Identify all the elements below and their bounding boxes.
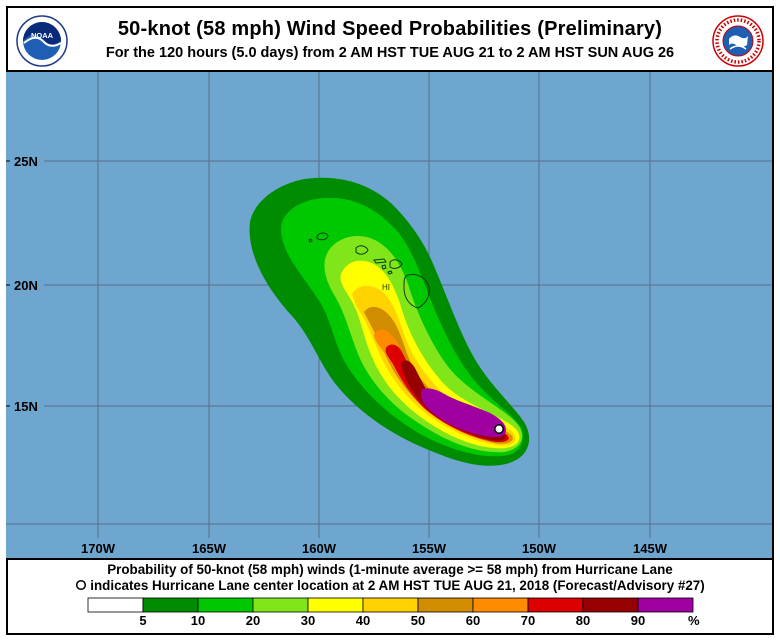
legend-bin--5 [87,597,144,613]
legend-tick-20: 20 [246,613,260,628]
legend-bin-80-90 [582,597,639,613]
center-marker-legend-icon [76,579,87,591]
lon-label-155w: 155W [412,541,447,556]
band-90-100 [420,388,506,438]
map-canvas: HI 25N 20N 15N 170W 165W 160W 155W 150W … [6,72,772,558]
caption-line-2-text: indicates Hurricane Lane center location… [90,578,705,593]
legend-tick-70: 70 [521,613,535,628]
probability-swath [249,177,530,466]
legend-tick-10: 10 [191,613,205,628]
legend-tick-labels: 5 10 20 30 40 50 60 70 80 90 [139,613,645,628]
legend-tick-90: 90 [631,613,645,628]
legend-bin-90-100 [637,597,694,613]
map-subtitle: For the 120 hours (5.0 days) from 2 AM H… [105,45,675,61]
legend-tick-50: 50 [411,613,425,628]
legend-bin-30-40 [307,597,364,613]
legend-unit: % [688,613,700,628]
island-lanai [381,264,387,270]
legend-bin-60-70 [472,597,529,613]
legend-bin-10-20 [197,597,254,613]
legend-bin-40-50 [362,597,419,613]
latitude-labels: 25N 20N 15N [6,152,44,415]
band-50-60 [364,306,513,444]
legend-color-bins [87,597,694,613]
legend-tick-40: 40 [356,613,370,628]
state-label-hi: HI [382,283,390,292]
island-hawaii [403,273,430,309]
island-oahu [355,245,369,255]
color-legend: 5 10 20 30 40 50 60 70 80 90 % [0,596,780,636]
lon-label-170w: 170W [81,541,116,556]
noaa-logo-icon: NOAA [16,15,68,67]
lon-label-165w: 165W [192,541,227,556]
legend-bin-50-60 [417,597,474,613]
header: 50-knot (58 mph) Wind Speed Probabilitie… [8,8,772,72]
lat-label-25n: 25N [14,154,38,169]
longitude-labels: 170W 165W 160W 155W 150W 145W [6,538,772,558]
legend-bin-70-80 [527,597,584,613]
island-kahoolawe [387,270,393,275]
lon-label-150w: 150W [522,541,557,556]
legend-tick-30: 30 [301,613,315,628]
hawaiian-islands [308,232,430,309]
legend-bin-5-10 [142,597,199,613]
legend-tick-60: 60 [466,613,480,628]
island-kauai [316,232,329,241]
lat-label-15n: 15N [14,399,38,414]
legend-tick-80: 80 [576,613,590,628]
caption-line-2: indicates Hurricane Lane center location… [0,578,780,593]
island-maui [389,259,403,269]
legend-svg: 5 10 20 30 40 50 60 70 80 90 % [87,597,700,628]
island-niihau [308,238,313,243]
caption-line-1: Probability of 50-knot (58 mph) winds (1… [107,562,673,577]
legend-bin-20-30 [252,597,309,613]
legend-tick-5: 5 [139,613,146,628]
national-weather-service-logo-icon [712,15,764,67]
wind-probability-map: HI 25N 20N 15N 170W 165W 160W 155W 150W … [6,70,772,560]
lon-label-160w: 160W [302,541,337,556]
noaa-logo-text: NOAA [31,31,54,40]
map-title: 50-knot (58 mph) Wind Speed Probabilitie… [117,18,663,40]
island-molokai [373,258,387,264]
lat-label-20n: 20N [14,278,38,293]
lon-label-145w: 145W [633,541,668,556]
hurricane-center-marker [494,424,504,434]
